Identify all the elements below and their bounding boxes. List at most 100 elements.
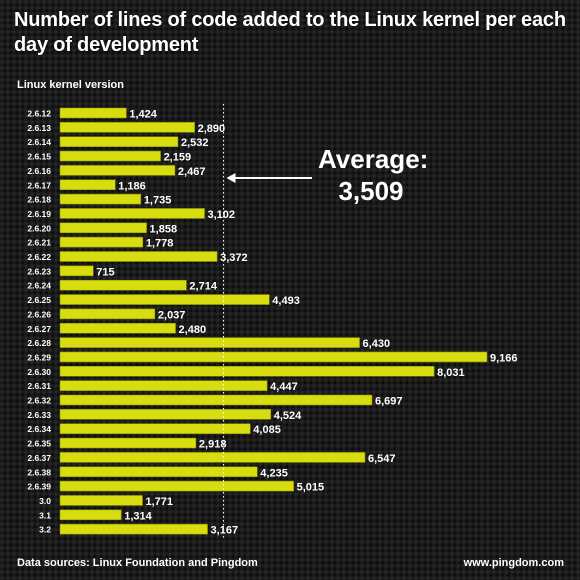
bar	[59, 337, 360, 348]
bar	[59, 351, 488, 363]
tick-label: 2.6.35	[27, 439, 51, 449]
tick-label: 2.6.14	[27, 137, 51, 147]
tick-label: 2.6.37	[27, 453, 51, 463]
data-label: 3,372	[220, 252, 248, 264]
data-label: 1,424	[129, 109, 157, 121]
tick-label: 2.6.25	[27, 295, 51, 305]
data-label: 4,524	[274, 410, 302, 422]
tick-label: 2.6.19	[27, 209, 51, 219]
tick-label: 2.6.21	[27, 238, 51, 248]
tick-label: 2.6.32	[27, 396, 51, 406]
bar	[59, 495, 143, 506]
bar	[59, 179, 116, 191]
website-link: www.pingdom.com	[463, 557, 564, 569]
tick-label: 2.6.28	[27, 338, 51, 348]
bar	[59, 236, 144, 248]
tick-label: 2.6.22	[27, 252, 51, 262]
tick-label: 2.6.15	[27, 152, 51, 162]
chart-title: Number of lines of code added to the Lin…	[14, 9, 566, 56]
data-label: 2,037	[158, 309, 186, 321]
bar	[59, 107, 127, 119]
bar	[59, 165, 176, 176]
tick-label: 2.6.13	[27, 123, 51, 133]
data-label: 2,467	[178, 166, 206, 178]
data-label: 5,015	[297, 482, 325, 494]
tick-label: 2.6.18	[27, 195, 51, 205]
bar	[59, 294, 270, 305]
tick-label: 2.6.38	[27, 467, 51, 477]
data-label: 6,547	[368, 453, 396, 465]
data-label: 2,480	[179, 324, 207, 336]
tick-label: 2.6.26	[27, 309, 51, 319]
tick-labels: 2.6.12 2.6.13 2.6.14 2.6.15 2.6.16 2.6.17 2.6.…	[27, 109, 51, 535]
tick-label: 2.6.17	[27, 180, 51, 190]
bar	[59, 480, 294, 492]
tick-label: 2.6.29	[27, 352, 51, 362]
bar	[59, 394, 373, 406]
bar	[59, 423, 251, 435]
data-label: 1,771	[146, 496, 174, 508]
bar	[59, 466, 258, 478]
data-label: 8,031	[437, 367, 465, 379]
tick-label: 2.6.16	[27, 166, 51, 176]
data-label: 1,735	[144, 195, 172, 207]
bar	[59, 136, 179, 147]
tick-label: 2.6.39	[27, 482, 51, 492]
data-label: 4,085	[253, 424, 281, 436]
tick-label: 2.6.30	[27, 367, 51, 377]
tick-label: 2.6.31	[27, 381, 51, 391]
data-label: 2,714	[189, 281, 217, 293]
data-sources: Data sources: Linux Foundation and Pingd…	[17, 557, 258, 569]
bars	[59, 107, 488, 535]
data-label: 1,778	[146, 238, 174, 250]
data-label: 4,447	[270, 381, 298, 393]
tick-label: 3.0	[39, 496, 51, 506]
data-label: 6,697	[375, 396, 403, 408]
tick-label: 2.6.27	[27, 324, 51, 334]
bar	[59, 265, 94, 277]
y-axis-label: Linux kernel version	[17, 79, 124, 91]
data-label: 1,858	[150, 223, 178, 235]
bar	[59, 452, 366, 463]
bar	[59, 279, 187, 291]
bar	[59, 523, 208, 535]
tick-label: 2.6.33	[27, 410, 51, 420]
average-callout: Average: 3,509	[318, 144, 429, 206]
average-marker	[222, 104, 312, 539]
data-labels: 1,424 2,890 2,532 2,159 2,467 1,186 1,735 3,102…	[96, 109, 517, 537]
average-value: 3,509	[338, 176, 404, 206]
data-label: 3,102	[208, 209, 236, 221]
bar	[59, 150, 161, 162]
data-label: 4,235	[260, 467, 288, 479]
data-label: 3,167	[211, 525, 239, 537]
bar	[59, 322, 176, 334]
tick-label: 2.6.24	[27, 281, 51, 291]
data-label: 9,166	[490, 352, 518, 364]
bar	[59, 437, 197, 449]
bar	[59, 509, 122, 521]
bar	[59, 122, 195, 133]
arrow-head-icon	[226, 173, 236, 183]
bar	[59, 251, 218, 262]
data-label: 6,430	[363, 338, 391, 350]
bar	[59, 208, 205, 219]
data-label: 1,186	[118, 180, 146, 192]
bar	[59, 409, 272, 420]
tick-label: 2.6.12	[27, 109, 51, 119]
data-label: 4,493	[272, 295, 300, 307]
bar	[59, 380, 268, 391]
average-label: Average:	[318, 144, 429, 174]
data-label: 2,918	[199, 439, 227, 451]
tick-label: 3.1	[39, 510, 51, 520]
tick-label: 2.6.20	[27, 223, 51, 233]
bar	[59, 365, 435, 377]
data-label: 2,890	[198, 123, 226, 135]
tick-label: 2.6.23	[27, 266, 51, 276]
tick-label: 2.6.34	[27, 424, 51, 434]
data-label: 2,159	[164, 152, 192, 164]
bar	[59, 193, 142, 205]
bar	[59, 222, 147, 234]
data-label: 2,532	[181, 137, 209, 149]
data-label: 1,314	[124, 510, 152, 522]
